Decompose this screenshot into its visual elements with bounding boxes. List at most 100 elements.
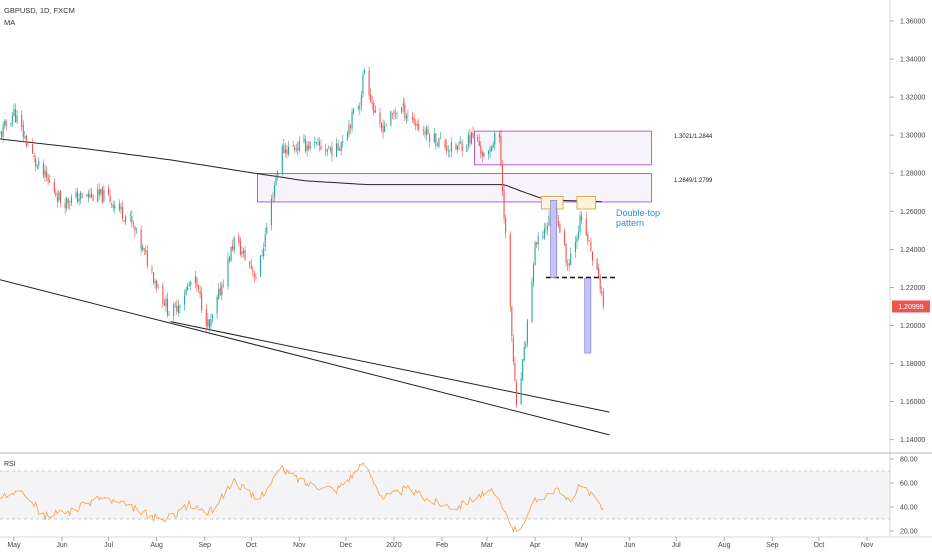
candle-body	[152, 272, 155, 283]
candle-body	[351, 111, 353, 129]
candle-body	[227, 258, 229, 287]
candle-body	[492, 144, 494, 148]
candle-body	[123, 220, 125, 222]
candle-body	[157, 286, 159, 288]
candle-body	[49, 180, 51, 183]
candle-body	[413, 118, 415, 124]
double-top-pattern[interactable]	[540, 196, 618, 354]
candle-body	[260, 255, 262, 277]
candle-body	[498, 133, 500, 138]
candle-body	[25, 136, 27, 146]
candle-body	[210, 318, 212, 327]
candle-body	[22, 125, 24, 138]
indicator-label-ma[interactable]: MA	[4, 18, 16, 27]
candle-body	[424, 131, 426, 135]
candle-body	[363, 69, 366, 74]
candle-body	[199, 290, 201, 294]
candle-body	[346, 132, 348, 141]
candle-body	[156, 280, 158, 288]
candle-body	[525, 343, 527, 347]
candle-body	[109, 195, 111, 202]
candle-body	[103, 190, 105, 202]
candle-body	[184, 296, 186, 305]
candle-body	[362, 75, 364, 95]
candle-body	[581, 216, 583, 221]
x-tick-label: Apr	[530, 542, 542, 549]
candle-body	[601, 290, 603, 293]
candle-body	[577, 231, 580, 239]
candle-body	[13, 108, 15, 117]
candle-body	[100, 189, 102, 194]
candle-body	[281, 146, 283, 173]
candle-body	[515, 382, 518, 406]
candle-body	[390, 111, 392, 126]
candle-body	[287, 146, 290, 155]
candle-body	[505, 217, 507, 234]
rectangle-zones[interactable]	[257, 130, 652, 203]
x-tick-label: Feb	[436, 542, 448, 549]
candle-body	[244, 250, 246, 260]
candle-body	[315, 142, 317, 144]
candle-body	[470, 132, 473, 144]
candle-body	[368, 70, 370, 96]
candle-body	[439, 138, 442, 140]
candle-body	[27, 144, 29, 146]
y-tick-label: 1.28000	[900, 171, 925, 178]
candle-body	[66, 197, 68, 209]
y-tick-label: 1.30000	[900, 133, 925, 140]
candle-body	[177, 305, 179, 313]
candle-body	[298, 141, 300, 151]
candle-body	[266, 226, 268, 233]
candle-body	[44, 170, 46, 177]
candle-body	[329, 148, 331, 151]
trendline	[170, 321, 610, 413]
trendlines[interactable]	[0, 279, 610, 436]
x-tick-label: Dec	[340, 542, 353, 549]
candle-body	[325, 150, 327, 152]
candle-body	[297, 148, 299, 151]
candle-body	[174, 303, 176, 305]
x-tick-label: 2020	[386, 542, 402, 549]
candle-body	[546, 226, 549, 230]
candle-body	[47, 176, 49, 181]
candle-body	[45, 171, 48, 178]
candle-body	[125, 216, 127, 222]
candle-body	[35, 158, 37, 166]
candle-body	[284, 149, 286, 153]
candle-body	[328, 147, 330, 149]
candle-body	[218, 288, 220, 299]
candle-body	[219, 288, 221, 295]
candle-body	[2, 125, 4, 138]
double-top-label: Double-top	[616, 208, 660, 218]
candle-body	[98, 189, 100, 195]
candle-body	[391, 112, 393, 114]
candle-body	[353, 109, 355, 113]
moving-average	[0, 138, 602, 203]
candle-body	[303, 138, 305, 142]
candle-body	[154, 281, 156, 283]
zone2-label: 1.2649/1.2799	[674, 178, 713, 184]
annotation-labels: 1.3021/1.2844 1.2649/1.2799 Double-top p…	[616, 134, 713, 228]
candle-body	[92, 195, 94, 201]
rsi-label[interactable]: RSI	[4, 461, 16, 468]
candle-body	[543, 228, 545, 238]
candle-body	[559, 224, 561, 233]
candle-body	[318, 141, 321, 146]
candle-body	[10, 122, 12, 125]
rsi-tick-label: 80.00	[900, 457, 918, 464]
candle-body	[422, 130, 424, 132]
candle-body	[53, 181, 55, 193]
x-tick-label: Jul	[672, 542, 681, 549]
candle-body	[320, 145, 322, 150]
y-tick-label: 1.16000	[900, 399, 925, 406]
candle-body	[196, 278, 198, 287]
candle-body	[151, 268, 153, 271]
x-tick-label: Oct	[813, 542, 824, 549]
candle-body	[108, 188, 110, 195]
candle-body	[145, 249, 147, 253]
candle-body	[394, 114, 397, 115]
chart-title: GBPUSD, 1D, FXCM	[4, 6, 75, 15]
candle-body	[197, 285, 200, 289]
